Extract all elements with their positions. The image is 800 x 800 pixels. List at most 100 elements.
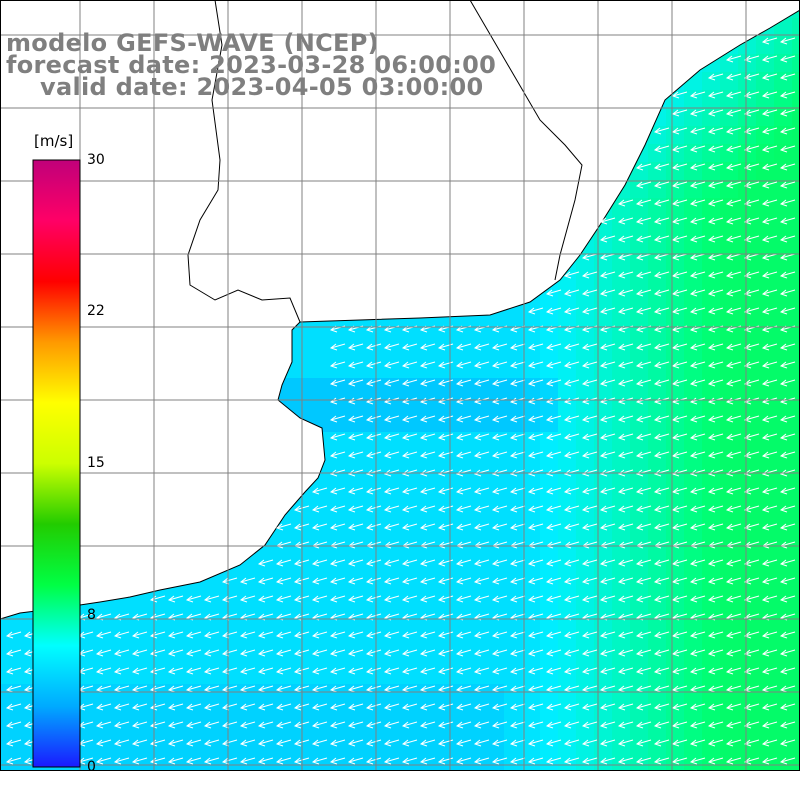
wind-arrow: [743, 559, 760, 567]
wind-arrow: [437, 631, 454, 639]
wind-arrow: [761, 595, 778, 603]
model-title: modelo GEFS-WAVE (NCEP): [6, 29, 379, 57]
wind-arrow: [347, 559, 364, 567]
speed-cell: [792, 216, 800, 235]
wind-arrow: [329, 703, 346, 711]
speed-cell: [0, 558, 19, 577]
speed-cell: [666, 198, 685, 217]
speed-cell: [270, 720, 289, 739]
speed-cell: [234, 306, 253, 325]
speed-cell: [234, 198, 253, 217]
speed-cell: [720, 252, 739, 271]
wind-arrow: [761, 91, 778, 99]
wind-arrow: [545, 433, 562, 441]
speed-cell: [540, 216, 559, 235]
wind-arrow: [653, 667, 670, 675]
speed-cell: [522, 684, 541, 703]
speed-cell: [612, 378, 631, 397]
wind-arrow: [581, 451, 598, 459]
wind-arrow: [689, 217, 706, 225]
speed-cell: [450, 180, 469, 199]
speed-cell: [774, 738, 793, 757]
speed-cell: [720, 684, 739, 703]
wind-arrow: [779, 451, 796, 459]
wind-arrow: [653, 739, 670, 747]
wind-arrow: [365, 631, 382, 639]
speed-cell: [270, 702, 289, 721]
speed-cell: [432, 576, 451, 595]
speed-cell: [396, 450, 415, 469]
speed-cell: [144, 414, 163, 433]
speed-cell: [216, 234, 235, 253]
wind-arrow: [635, 415, 652, 423]
speed-cell: [630, 360, 649, 379]
speed-cell: [378, 738, 397, 757]
speed-cell: [792, 324, 800, 343]
speed-cell: [756, 396, 775, 415]
wind-arrow: [725, 199, 742, 207]
wind-arrow: [455, 559, 472, 567]
speed-cell: [360, 738, 379, 757]
speed-cell: [252, 270, 271, 289]
wind-arrow: [617, 721, 634, 729]
speed-cell: [180, 504, 199, 523]
wind-arrow: [743, 667, 760, 675]
speed-cell: [0, 162, 19, 181]
speed-cell: [324, 432, 343, 451]
wind-arrow: [275, 523, 292, 531]
speed-cell: [486, 612, 505, 631]
wind-arrow: [779, 217, 796, 225]
speed-cell: [576, 468, 595, 487]
speed-cell: [576, 54, 595, 73]
speed-cell: [378, 198, 397, 217]
speed-cell: [450, 594, 469, 613]
speed-cell: [144, 522, 163, 541]
speed-cell: [720, 450, 739, 469]
speed-cell: [756, 414, 775, 433]
wind-arrow: [617, 451, 634, 459]
wind-arrow: [257, 649, 274, 657]
speed-cell: [468, 234, 487, 253]
wind-arrow: [275, 739, 292, 747]
wind-arrow: [455, 721, 472, 729]
wind-arrow: [419, 577, 436, 585]
wind-arrow: [491, 595, 508, 603]
speed-cell: [162, 432, 181, 451]
speed-cell: [306, 342, 325, 361]
wind-arrow: [563, 379, 580, 387]
wind-arrow: [383, 577, 400, 585]
speed-cell: [234, 576, 253, 595]
speed-cell: [90, 360, 109, 379]
speed-cell: [90, 234, 109, 253]
speed-cell: [450, 10, 469, 19]
speed-cell: [180, 666, 199, 685]
wind-arrow: [689, 415, 706, 423]
speed-cell: [576, 414, 595, 433]
wind-arrow: [455, 739, 472, 747]
wind-arrow: [653, 199, 670, 207]
speed-cell: [504, 720, 523, 739]
speed-cell: [468, 576, 487, 595]
speed-cell: [684, 504, 703, 523]
wind-arrow: [671, 739, 688, 747]
speed-cell: [486, 540, 505, 559]
wind-arrow: [689, 703, 706, 711]
speed-cell: [630, 162, 649, 181]
speed-cell: [324, 630, 343, 649]
wind-arrow: [239, 595, 256, 603]
speed-cell: [288, 108, 307, 127]
speed-cell: [288, 504, 307, 523]
speed-cell: [504, 378, 523, 397]
speed-cell: [144, 504, 163, 523]
wind-arrow: [599, 361, 616, 369]
wind-arrow: [653, 595, 670, 603]
speed-cell: [504, 666, 523, 685]
speed-cell: [612, 54, 631, 73]
speed-cell: [576, 360, 595, 379]
speed-cell: [162, 396, 181, 415]
wind-arrow: [725, 343, 742, 351]
speed-cell: [558, 126, 577, 145]
wind-arrow: [761, 127, 778, 135]
wind-arrow: [779, 145, 796, 153]
wind-arrow: [599, 415, 616, 423]
